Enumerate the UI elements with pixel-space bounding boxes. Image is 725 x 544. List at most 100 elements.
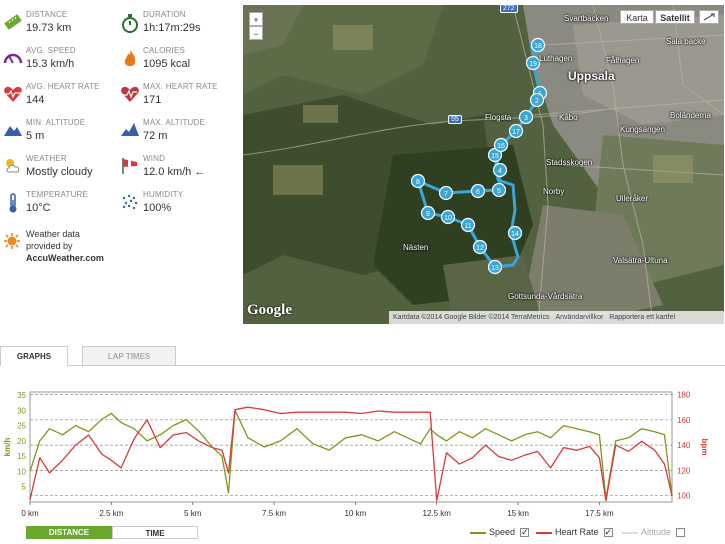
tab-divider [68, 365, 725, 366]
mountain-icon [3, 120, 23, 144]
zoom-in-button[interactable]: + [249, 12, 263, 26]
place-stadsskogen: Stadsskogen [546, 158, 593, 167]
legend-heart-rate: Heart Rate [536, 526, 613, 539]
stat-label: MAX. HEART RATE [143, 82, 218, 91]
place-ullerakar: Ulleråker [616, 194, 649, 203]
stat-calories: CALORIES 1095 kcal [117, 44, 235, 78]
svg-text:15: 15 [491, 153, 499, 160]
svg-text:7: 7 [444, 191, 448, 198]
terms-link[interactable]: Användarvillkor [555, 314, 604, 321]
map-type-karta-button[interactable]: Karta [620, 10, 654, 24]
fullscreen-button[interactable] [699, 10, 719, 24]
x-tick-label: 2.5 km [99, 509, 123, 518]
map-type-satellit-button[interactable]: Satellit [655, 10, 695, 24]
stat-value: Mostly cloudy [26, 166, 93, 178]
stat-value: 5 m [26, 130, 45, 142]
svg-text:19: 19 [529, 61, 537, 68]
stat-value: 15.3 km/h [26, 58, 75, 70]
km-marker-6[interactable]: 6 [470, 183, 486, 199]
mountain-max-icon [120, 120, 140, 144]
km-marker-18[interactable]: 18 [530, 37, 546, 53]
km-marker-10[interactable]: 10 [440, 209, 456, 225]
altitude-checkbox[interactable] [676, 528, 686, 538]
distance-toggle-button[interactable]: DISTANCE [26, 526, 112, 539]
km-marker-13[interactable]: 13 [487, 259, 503, 275]
tab-lap-times[interactable]: LAP TIMES [82, 346, 176, 366]
stat-value: 12.0 km/h ← [143, 166, 206, 178]
time-toggle-button[interactable]: TIME [112, 526, 198, 539]
km-marker-8[interactable]: 8 [410, 173, 426, 189]
speed-checkbox[interactable] [520, 526, 530, 539]
place-valsatra-ultuna: Valsätra-Ultuna [613, 256, 668, 265]
stat-wind: WIND 12.0 km/h ← [117, 152, 235, 186]
x-tick-label: 0 km [21, 509, 39, 518]
place-sala-backe: Sala backe [666, 37, 706, 46]
windsock-icon [120, 156, 140, 180]
km-marker-11[interactable]: 11 [460, 217, 476, 233]
km-marker-5[interactable]: 5 [491, 182, 507, 198]
y-left-tick-label: 5 [22, 483, 27, 492]
svg-text:10: 10 [444, 215, 452, 222]
svg-text:5: 5 [497, 188, 501, 195]
y-right-tick-label: 160 [677, 416, 691, 425]
stat-min-alt: MIN. ALTITUDE 5 m [0, 116, 118, 150]
y-right-tick-label: 140 [677, 441, 691, 450]
svg-text:2: 2 [535, 98, 539, 105]
place-bolanderna: Boländerna [670, 111, 711, 120]
stat-distance: DISTANCE 19.73 km [0, 8, 118, 42]
place-kungsangen: Kungsängen [620, 125, 665, 134]
x-tick-label: 15 km [507, 509, 529, 518]
x-tick-label: 7.5 km [262, 509, 286, 518]
sun-icon [3, 232, 21, 250]
heart-max-icon [120, 84, 140, 108]
report-error-link[interactable]: Rapportera ett kartfel [609, 314, 676, 321]
series-line-speed [29, 409, 673, 500]
stat-value: 1095 kcal [143, 58, 191, 70]
place-nasten: Nästen [403, 243, 429, 252]
map-data-credit: Kartdata ©2014 Google Bilder ©2014 Terra… [393, 314, 550, 321]
km-marker-12[interactable]: 12 [472, 239, 488, 255]
stat-max-hr: MAX. HEART RATE 171 [117, 80, 235, 114]
route-map[interactable]: 12345678910111213141516171819 272 55 Sva… [243, 5, 724, 324]
stat-label: AVG. HEART RATE [26, 82, 100, 91]
legend-speed: Speed [470, 526, 530, 539]
stat-label: DURATION [143, 10, 186, 19]
km-marker-19[interactable]: 19 [525, 55, 541, 71]
km-marker-2[interactable]: 2 [529, 92, 545, 108]
svg-text:14: 14 [511, 231, 519, 238]
road-label-272: 272 [500, 5, 518, 13]
stat-label: TEMPERATURE [26, 190, 89, 199]
zoom-out-button[interactable]: − [249, 26, 263, 40]
stat-value: 72 m [143, 130, 168, 142]
km-marker-4[interactable]: 4 [492, 162, 508, 178]
svg-text:13: 13 [491, 265, 499, 272]
stat-label: DISTANCE [26, 10, 68, 19]
svg-text:8: 8 [416, 179, 420, 186]
place-luthagen: Luthagen [539, 54, 573, 63]
svg-text:17: 17 [512, 129, 520, 136]
stopwatch-icon [120, 12, 140, 36]
tab-graphs[interactable]: GRAPHS [0, 346, 68, 366]
y-right-tick-label: 120 [677, 466, 691, 475]
stat-max-alt: MAX. ALTITUDE 72 m [117, 116, 235, 150]
km-marker-7[interactable]: 7 [438, 185, 454, 201]
y-left-tick-label: 25 [17, 422, 26, 431]
legend-heart-rate-label: Heart Rate [555, 527, 599, 537]
km-marker-9[interactable]: 9 [420, 205, 436, 221]
stat-humidity: HUMIDITY 100% [117, 188, 235, 222]
accuweather-link[interactable]: AccuWeather.com [26, 253, 104, 263]
km-marker-14[interactable]: 14 [507, 225, 523, 241]
stat-label: MIN. ALTITUDE [26, 118, 86, 127]
svg-text:11: 11 [464, 223, 471, 230]
series-line-heart-rate [29, 406, 673, 502]
y-left-axis-label: km/h [3, 438, 12, 457]
stat-label: WEATHER [26, 154, 67, 163]
legend-speed-label: Speed [489, 527, 516, 537]
km-marker-16[interactable]: 16 [493, 137, 509, 153]
km-marker-3[interactable]: 3 [518, 109, 534, 125]
plot-area [29, 391, 673, 503]
heart-rate-checkbox[interactable] [603, 526, 613, 539]
cloud-sun-icon [3, 156, 23, 180]
legend-altitude: Altitude [622, 526, 686, 539]
km-marker-17[interactable]: 17 [508, 123, 524, 139]
